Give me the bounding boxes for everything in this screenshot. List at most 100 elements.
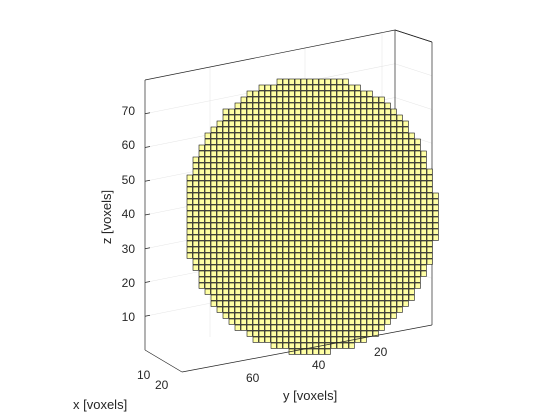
voxel [420,174,427,181]
voxel [270,210,277,217]
voxel [264,306,271,313]
voxel [252,162,259,169]
voxel [432,192,439,199]
voxel [354,336,361,343]
voxel [294,162,301,169]
voxel [300,276,307,283]
voxel [246,162,253,169]
voxel [396,156,403,163]
voxel [408,294,415,301]
voxel [258,318,265,325]
voxel [306,240,313,247]
voxel [324,294,331,301]
voxel [276,168,283,175]
voxel [288,264,295,271]
voxel [216,126,223,133]
voxel [258,234,265,241]
voxel [246,216,253,223]
voxel [300,258,307,265]
voxel [402,138,409,145]
voxel [294,330,301,337]
voxel [186,240,193,247]
voxel [186,198,193,205]
voxel [270,198,277,205]
voxel [282,114,289,121]
voxel [306,318,313,325]
voxel [306,246,313,253]
voxel [270,102,277,109]
voxel [270,300,277,307]
voxel [222,306,229,313]
voxel [222,228,229,235]
voxel [312,258,319,265]
voxel [294,246,301,253]
voxel [294,150,301,157]
voxel [384,312,391,319]
voxel [300,192,307,199]
voxel [288,216,295,223]
voxel [354,264,361,271]
voxel [264,180,271,187]
voxel [306,288,313,295]
voxel [318,192,325,199]
voxel [270,306,277,313]
voxel [378,198,385,205]
voxel [294,282,301,289]
voxel [222,174,229,181]
voxel [258,324,265,331]
voxel [276,174,283,181]
voxel [402,282,409,289]
voxel [348,138,355,145]
voxel [276,102,283,109]
voxel [246,138,253,145]
voxel [390,180,397,187]
voxel [198,240,205,247]
voxel [234,228,241,235]
voxel [312,150,319,157]
voxel [276,156,283,163]
voxel [294,288,301,295]
voxel [312,324,319,331]
voxel [240,246,247,253]
voxel [372,264,379,271]
voxel [318,264,325,271]
voxel [336,318,343,325]
voxel [270,246,277,253]
voxel [366,204,373,211]
voxel [372,114,379,121]
voxel [318,324,325,331]
voxel [330,150,337,157]
voxel [312,192,319,199]
box-edge [144,349,183,373]
voxel [252,120,259,127]
voxel [372,126,379,133]
voxel [288,342,295,349]
voxel [198,204,205,211]
voxel [222,246,229,253]
voxel [402,162,409,169]
voxel [300,252,307,259]
voxel [234,246,241,253]
voxel [294,240,301,247]
voxel [342,138,349,145]
voxel [360,222,367,229]
voxel [276,270,283,277]
voxel [288,318,295,325]
voxel [348,198,355,205]
voxel [384,108,391,115]
voxel [300,84,307,91]
voxel [306,96,313,103]
voxel [312,210,319,217]
voxel [258,282,265,289]
voxel [228,120,235,127]
voxel [282,246,289,253]
voxel [306,168,313,175]
voxel [366,252,373,259]
voxel [246,144,253,151]
voxel [384,216,391,223]
voxel [294,258,301,265]
voxel [276,162,283,169]
voxel [402,246,409,253]
voxel [186,186,193,193]
voxel [306,132,313,139]
